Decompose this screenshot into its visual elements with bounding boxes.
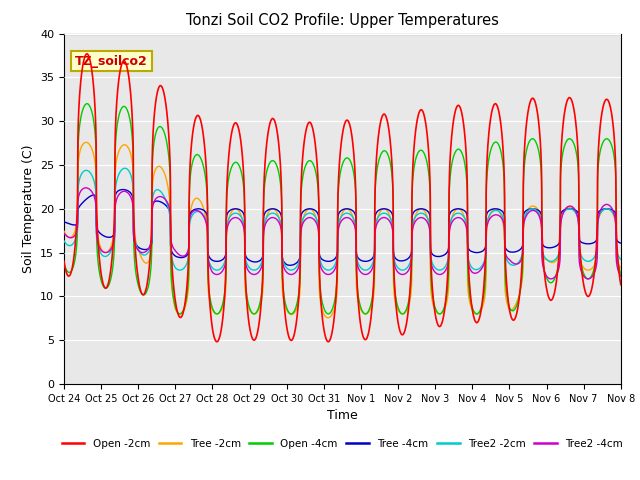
Y-axis label: Soil Temperature (C): Soil Temperature (C)	[22, 144, 35, 273]
Text: TZ_soilco2: TZ_soilco2	[75, 55, 148, 68]
X-axis label: Time: Time	[327, 409, 358, 422]
Title: Tonzi Soil CO2 Profile: Upper Temperatures: Tonzi Soil CO2 Profile: Upper Temperatur…	[186, 13, 499, 28]
Legend: Open -2cm, Tree -2cm, Open -4cm, Tree -4cm, Tree2 -2cm, Tree2 -4cm: Open -2cm, Tree -2cm, Open -4cm, Tree -4…	[58, 435, 627, 453]
